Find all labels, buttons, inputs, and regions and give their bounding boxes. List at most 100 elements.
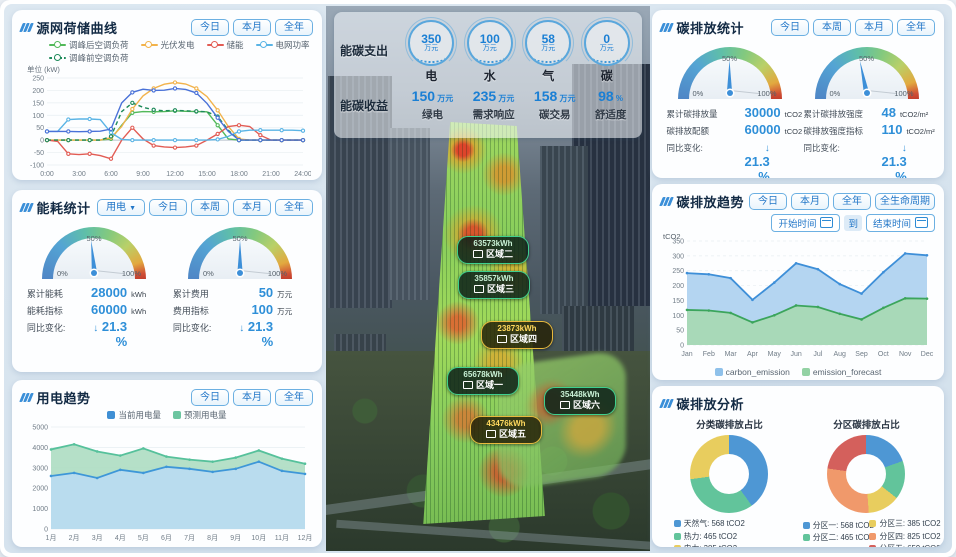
legend-label: 电网功率 — [275, 40, 310, 50]
gauge-tick-0: 0% — [692, 89, 704, 98]
stat-label: 同比变化: — [803, 143, 840, 153]
legend-swatch — [173, 411, 181, 419]
stat-label: 费用指标 — [172, 306, 209, 316]
zone-label-1[interactable]: 63573kWh 区域二 — [457, 236, 529, 264]
carbon-trend-range-button-2[interactable]: 全年 — [833, 192, 872, 210]
trend-legend-1: 预测用电量 — [173, 409, 227, 421]
panel-slashes-icon — [19, 202, 34, 212]
legend-item-2: 储能 — [206, 39, 244, 51]
income-value: 235 万元 — [472, 88, 515, 104]
trend-range-button-0[interactable]: 今日 — [191, 388, 229, 406]
svg-text:18:00: 18:00 — [230, 171, 248, 178]
panel-slashes-icon — [19, 22, 34, 32]
donut-title: 分区碳排放占比 — [833, 420, 900, 431]
energy-carbon-dashboard: 能碳支出 350 万元电 100 万元水 58 万元气 0 万元碳 能碳收益 150 万元 绿电… — [4, 4, 952, 553]
expense-value: 100 — [479, 31, 500, 46]
expense-name: 水 — [483, 69, 496, 83]
svg-text:12月: 12月 — [298, 534, 313, 542]
zone-name: 区域五 — [478, 429, 534, 440]
zone-icon — [496, 335, 507, 344]
legend-label: carbon_emission — [725, 367, 790, 377]
trend-range-button-1[interactable]: 本月 — [233, 388, 271, 406]
energy-consumption-row-2: 同比变化: ↓ 21.3 % — [27, 319, 161, 349]
carbon-intensity-row-2: 同比变化: ↓ 21.3 % — [803, 139, 929, 178]
income-name: 舒适度 — [594, 109, 627, 121]
carbon-stats-range-button-0[interactable]: 今日 — [771, 18, 809, 36]
carbon-stats-range-button-1[interactable]: 本周 — [813, 18, 851, 36]
energy-consumption-gauge: 0% 50% 100% — [42, 227, 146, 279]
gauge-pivot — [726, 89, 733, 96]
gauge-tick-50: 50% — [232, 234, 248, 243]
stat-label: 同比变化: — [26, 323, 66, 333]
panel-carbon-stats: 碳排放统计 今日 本周 本月 全年 0% 50% 100% 累计碳排放量 30000 tCO2… — [652, 10, 944, 178]
panel-slashes-icon — [659, 398, 674, 408]
svg-text:50: 50 — [36, 125, 44, 132]
svg-text:4000: 4000 — [32, 445, 48, 452]
svg-text:9:00: 9:00 — [136, 171, 150, 178]
svg-text:300: 300 — [672, 253, 684, 260]
zone-label-2[interactable]: 35857kWh 区域三 — [458, 271, 530, 299]
zone-label-4[interactable]: 65678kWh 区域一 — [447, 367, 519, 395]
svg-text:9月: 9月 — [230, 534, 241, 542]
expense-circle: 350 万元 — [405, 17, 458, 69]
zone-label-5[interactable]: 35448kWh 区域六 — [544, 387, 616, 415]
stat-unit: kWh — [131, 307, 147, 316]
carbon-intensity-row-1: 碳排放强度指标 110 tCO2/m² — [803, 122, 934, 137]
stat-label: 碳排放配额 — [666, 126, 709, 136]
svg-text:21:00: 21:00 — [262, 171, 280, 178]
stat-label: 累计碳排放强度 — [803, 109, 863, 119]
donut-title: 分类碳排放占比 — [696, 420, 763, 431]
expense-circle: 0 万元 — [580, 17, 633, 69]
panel-title: 能耗统计 — [36, 200, 91, 216]
energy-range-buttons: 用电 ▼ 今日 本周 本月 全年 — [97, 198, 313, 216]
donut-legend-item-2: 分区三: 385 tCO2 — [869, 518, 941, 529]
zone-name: 区域一 — [455, 380, 511, 391]
panel-source-grid-curve: 源网荷储曲线 今日 本月 全年 调峰后空调负荷 光伏发电 储能 电网功率 调峰前空调负荷 单… — [12, 10, 322, 180]
stat-unit: kWh — [131, 290, 147, 299]
svg-text:3月: 3月 — [92, 534, 103, 542]
building — [540, 146, 588, 314]
carbon-trend-legend-0: carbon_emission — [714, 366, 790, 378]
svg-text:May: May — [768, 351, 782, 358]
svg-text:6月: 6月 — [161, 534, 172, 542]
legend-swatch — [802, 534, 810, 541]
start-date-input[interactable]: 开始时间 — [771, 213, 841, 232]
energy-range-button-2[interactable]: 本月 — [233, 198, 271, 216]
donut-1: 分区碳排放占比 分区一: 568 tCO2 分区二: 465 tCO2 分区三: 38… — [801, 415, 941, 547]
donut-legend-item-3: 分区四: 825 tCO2 — [869, 531, 941, 542]
legend-item-4: 调峰前空调负荷 — [49, 52, 129, 64]
expense-name: 碳 — [600, 69, 613, 83]
income-item-3: 98 % 舒适度 — [595, 88, 627, 122]
carbon-stats-range-button-3[interactable]: 全年 — [897, 18, 935, 36]
energy-range-button-0[interactable]: 今日 — [149, 198, 187, 216]
income-item-0: 150 万元 绿电 — [412, 88, 454, 122]
legend-label: 当前用电量 — [118, 410, 161, 420]
energy-range-button-1[interactable]: 本周 — [191, 198, 229, 216]
curve-range-button-1[interactable]: 本月 — [233, 18, 271, 36]
carbon-trend-range-button-3[interactable]: 全生命周期 — [875, 192, 936, 210]
trend-range-button-2[interactable]: 全年 — [275, 388, 313, 406]
carbon-trend-range-button-0[interactable]: 今日 — [749, 192, 788, 210]
curve-range-button-0[interactable]: 今日 — [191, 18, 229, 36]
expense-item-3: 0 万元碳 — [580, 16, 633, 84]
expense-value: 0 — [603, 31, 611, 46]
end-date-input[interactable]: 结束时间 — [865, 213, 935, 232]
curve-range-buttons: 今日 本月 全年 — [191, 18, 313, 36]
energy-range-button-3[interactable]: 全年 — [275, 198, 313, 216]
carbon-trend-range-button-1[interactable]: 本月 — [791, 192, 830, 210]
gauge-tick-50: 50% — [858, 54, 875, 63]
zone-icon — [559, 401, 570, 410]
stat-value: ↓ 21.3 % — [744, 143, 770, 178]
energy-consumption-row-1: 能耗指标 60000 kWh — [27, 302, 161, 317]
zone-label-6[interactable]: 43476kWh 区域五 — [470, 416, 542, 444]
svg-text:Aug: Aug — [833, 351, 846, 358]
legend-label: 分区三: 385 tCO2 — [879, 519, 941, 528]
carbon-stats-range-button-2[interactable]: 本月 — [855, 18, 893, 36]
svg-text:4月: 4月 — [115, 534, 126, 542]
panel-title: 碳排放趋势 — [676, 194, 745, 210]
curve-range-button-2[interactable]: 全年 — [275, 18, 313, 36]
zone-label-3[interactable]: 23873kWh 区域四 — [481, 321, 553, 349]
energy-type-dropdown[interactable]: 用电 ▼ — [97, 198, 145, 216]
